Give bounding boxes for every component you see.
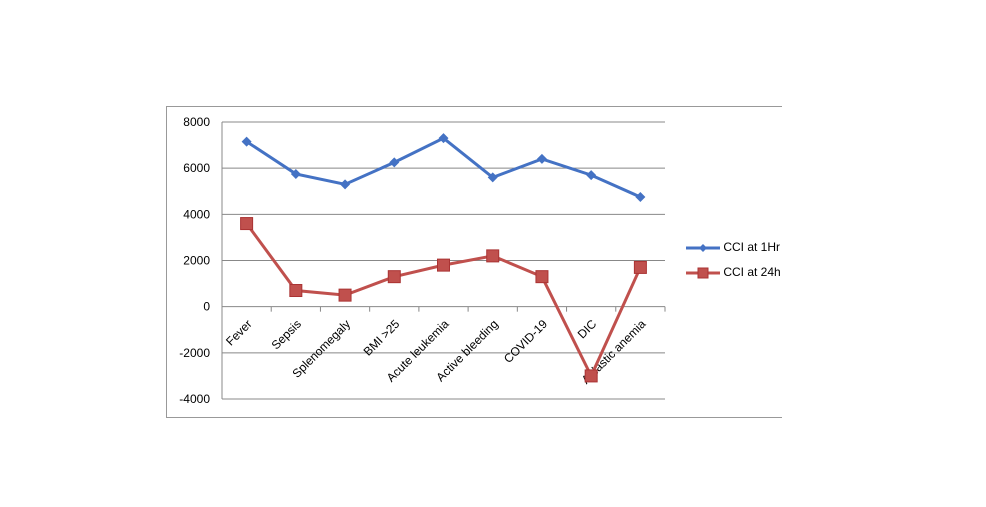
- legend-label: CCI at 1Hr: [723, 240, 781, 254]
- data-point: [536, 153, 547, 164]
- x-tick-label: DIC: [575, 317, 600, 342]
- data-point: [290, 168, 301, 179]
- legend-square-icon: [686, 267, 720, 279]
- y-tick-label: 0: [203, 300, 210, 314]
- data-point: [389, 157, 400, 168]
- data-point: [535, 270, 549, 284]
- legend-diamond-icon: [686, 243, 720, 252]
- data-point: [289, 284, 303, 298]
- chart-frame: [166, 106, 782, 418]
- legend-item-24hr: CCI at 24hr: [686, 265, 781, 281]
- data-point: [241, 136, 252, 147]
- data-point: [240, 217, 254, 231]
- data-point: [437, 258, 450, 272]
- data-point: [338, 288, 352, 302]
- y-tick-label: -4000: [179, 392, 210, 406]
- data-point: [586, 170, 597, 181]
- x-tick-label: Fever: [223, 317, 255, 349]
- data-point: [635, 192, 646, 203]
- data-point: [486, 249, 500, 263]
- y-tick-label: -2000: [179, 346, 210, 360]
- x-tick-label: COVID-19: [501, 317, 550, 366]
- y-tick-label: 2000: [183, 254, 210, 268]
- data-point: [340, 179, 351, 190]
- data-point: [487, 172, 498, 183]
- series-line-0: [245, 136, 641, 199]
- data-point: [387, 270, 401, 284]
- y-tick-label: 4000: [183, 207, 210, 221]
- data-point: [438, 133, 449, 144]
- y-tick-label: 8000: [183, 115, 210, 129]
- legend-label: CCI at 24hr: [723, 265, 781, 279]
- x-tick-label: Sepsis: [269, 317, 304, 352]
- legend-item-1hr: CCI at 1Hr: [686, 240, 781, 256]
- data-point: [633, 260, 647, 274]
- data-point: [584, 369, 598, 383]
- y-tick-label: 6000: [183, 161, 210, 175]
